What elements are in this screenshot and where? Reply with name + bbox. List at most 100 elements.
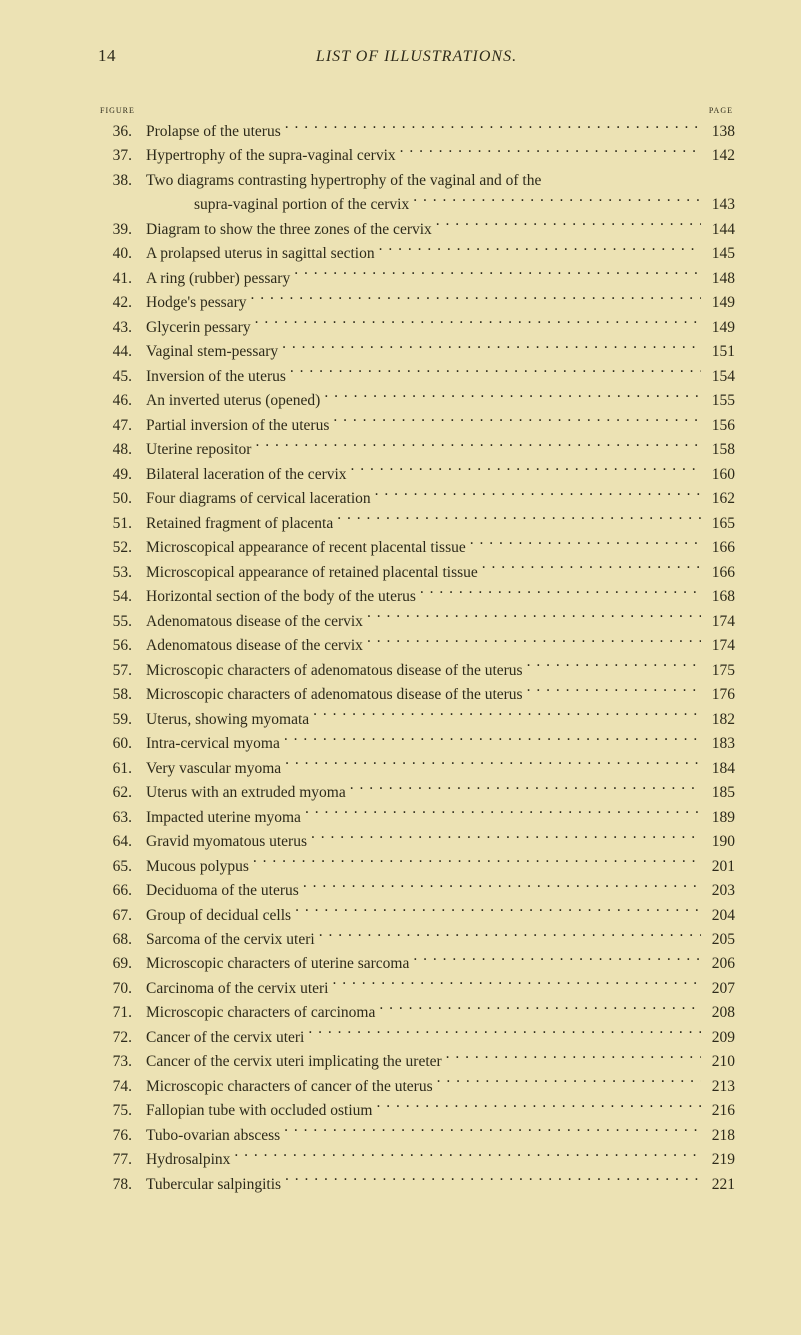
page-reference: 160 [705,463,735,487]
figure-number: 78. [98,1173,132,1197]
dot-leaders [311,831,701,847]
figure-number: 68. [98,928,132,952]
page-reference: 154 [705,365,735,389]
figure-number: 51. [98,512,132,536]
page-reference: 162 [705,487,735,511]
page-reference: 182 [705,708,735,732]
figure-number: 54. [98,585,132,609]
page-reference: 216 [705,1099,735,1123]
figure-number: 52. [98,536,132,560]
list-item: 70.Carcinoma of the cervix uteri207 [98,977,735,1001]
list-item: 57. Microscopic characters of adenomatous… [98,659,735,683]
page-reference: 149 [705,291,735,315]
dot-leaders [413,194,701,210]
page-reference: 165 [705,512,735,536]
figure-number: 36. [98,120,132,144]
entry-title: Tubercular salpingitis [146,1173,281,1197]
entry-title: A ring (rubber) pessary [146,267,290,291]
list-item: 68.Sarcoma of the cervix uteri205 [98,928,735,952]
figure-number: 73. [98,1050,132,1074]
list-item: 42.Hodge's pessary149 [98,291,735,315]
figure-number: 47. [98,414,132,438]
entry-title: Microscopic characters of carcinoma [146,1001,375,1025]
page-reference: 176 [705,683,735,707]
entry-title: Microscopical appearance of retained pla… [146,561,478,585]
entry-title: Carcinoma of the cervix uteri [146,977,328,1001]
dot-leaders [282,341,701,357]
page-reference: 204 [705,904,735,928]
figure-number: 62. [98,781,132,805]
dot-leaders [527,659,701,675]
entry-title: Hypertrophy of the supra-vaginal cervix [146,144,396,168]
dot-leaders [251,292,701,308]
dot-leaders [375,488,701,504]
dot-leaders [413,953,701,969]
list-item: 36.Prolapse of the uterus138 [98,120,735,144]
dot-leaders [313,708,701,724]
figure-number: 40. [98,242,132,266]
page-reference: 185 [705,781,735,805]
list-item: 74.Microscopic characters of cancer of t… [98,1075,735,1099]
figure-number: 45. [98,365,132,389]
page-reference: 184 [705,757,735,781]
figure-number: 58. [98,683,132,707]
entry-title: Four diagrams of cervical laceration [146,487,371,511]
list-item: 51.Retained fragment of placenta165 [98,512,735,536]
page-reference: 221 [705,1173,735,1197]
entry-title: Microscopic characters of adenomatous di… [146,659,523,683]
dot-leaders [319,928,701,944]
entry-title: Vaginal stem-pessary [146,340,278,364]
entry-title: Glycerin pessary [146,316,251,340]
entry-title: Microscopical appearance of recent place… [146,536,466,560]
figure-number: 69. [98,952,132,976]
figure-number: 46. [98,389,132,413]
entry-title: Impacted uterine myoma [146,806,301,830]
entry-title: Bilateral laceration of the cervix [146,463,347,487]
dot-leaders [324,390,701,406]
list-item: 78. Tubercular salpingitis 221 [98,1173,735,1197]
entry-title: A prolapsed uterus in sagittal section [146,242,375,266]
list-item: 47.Partial inversion of the uterus156 [98,414,735,438]
page-reference: 208 [705,1001,735,1025]
dot-leaders [446,1051,701,1067]
page-reference: 175 [705,659,735,683]
dot-leaders [332,977,701,993]
list-item: 46.An inverted uterus (opened)155 [98,389,735,413]
dot-leaders [367,610,701,626]
entry-title: Microscopic characters of adenomatous di… [146,683,523,707]
entry-title: Microscopic characters of cancer of the … [146,1075,433,1099]
list-item: 50.Four diagrams of cervical laceration1… [98,487,735,511]
list-item: 63.Impacted uterine myoma189 [98,806,735,830]
dot-leaders [255,439,701,455]
list-item: 73. Cancer of the cervix uteri implicatin… [98,1050,735,1074]
dot-leaders [333,414,701,430]
list-item: 76.Tubo-ovarian abscess218 [98,1124,735,1148]
list-item: 75.Fallopian tube with occluded ostium21… [98,1099,735,1123]
page-reference: 206 [705,952,735,976]
figure-number: 55. [98,610,132,634]
list-item: 64.Gravid myomatous uterus190 [98,830,735,854]
entry-title-line1: Two diagrams contrasting hypertrophy of … [146,169,541,193]
list-item: 56.Adenomatous disease of the cervix174 [98,634,735,658]
page-reference: 151 [705,340,735,364]
dot-leaders [470,537,701,553]
dot-leaders [290,365,701,381]
list-item: 59.Uterus, showing myomata182 [98,708,735,732]
list-item: 54. Horizontal section of the body of the… [98,585,735,609]
list-item: 65.Mucous polypus201 [98,855,735,879]
figure-number: 37. [98,144,132,168]
figure-number: 59. [98,708,132,732]
figure-number: 57. [98,659,132,683]
page-reference: 158 [705,438,735,462]
illustration-list: 36.Prolapse of the uterus13837. Hypertrop… [98,120,735,1197]
page-reference: 213 [705,1075,735,1099]
entry-title: Adenomatous disease of the cervix [146,634,363,658]
figure-number: 72. [98,1026,132,1050]
page-reference: 190 [705,830,735,854]
entry-title: Horizontal section of the body of the ut… [146,585,416,609]
entry-title: Cancer of the cervix uteri implicating t… [146,1050,442,1074]
figure-number: 48. [98,438,132,462]
entry-title: Deciduoma of the uterus [146,879,299,903]
figure-number: 77. [98,1148,132,1172]
figure-number: 42. [98,291,132,315]
